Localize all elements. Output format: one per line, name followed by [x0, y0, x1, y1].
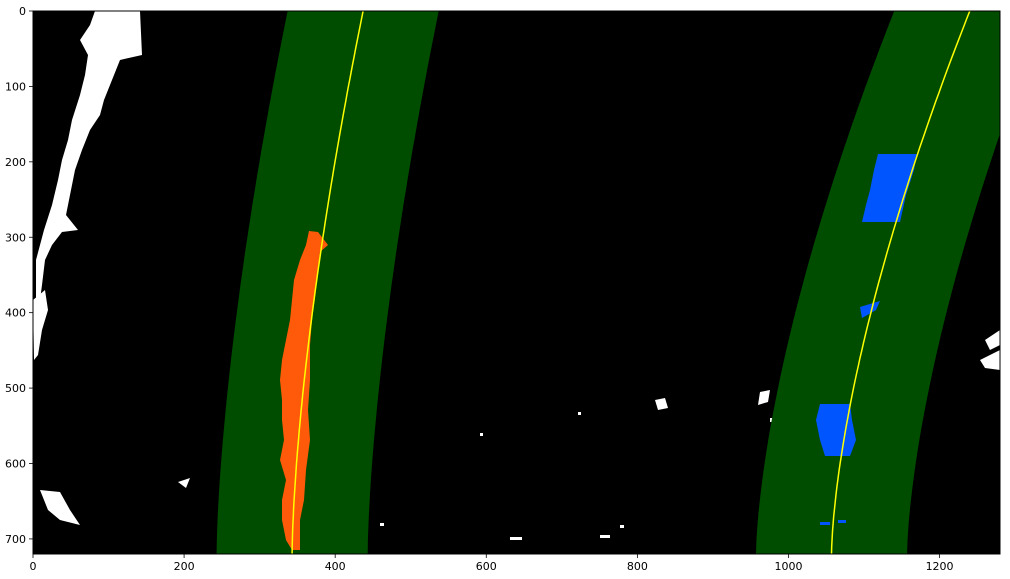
y-tick-label: 300 [5, 231, 26, 244]
plot-frame [32, 10, 1001, 555]
x-axis: 0 200 400 600 800 1000 1200 [30, 554, 954, 573]
y-tick-label: 0 [19, 5, 26, 18]
y-tick-label: 200 [5, 156, 26, 169]
left-lane-fit-line [291, 11, 364, 554]
y-tick-label: 400 [5, 307, 26, 320]
y-axis: 0 100 200 300 400 500 600 700 [5, 5, 33, 546]
right-lane-pixels [816, 154, 917, 525]
x-tick-label: 0 [30, 560, 37, 573]
plot-area [33, 11, 1000, 554]
x-tick-label: 1000 [774, 560, 802, 573]
y-tick-label: 700 [5, 533, 26, 546]
x-tick-label: 800 [627, 560, 648, 573]
y-tick-label: 600 [5, 458, 26, 471]
x-tick-label: 600 [476, 560, 497, 573]
left-lane-pixels [280, 231, 328, 550]
x-tick-label: 1200 [926, 560, 954, 573]
left-lane-band [216, 11, 439, 554]
y-tick-label: 100 [5, 80, 26, 93]
x-tick-label: 200 [174, 560, 195, 573]
y-tick-label: 500 [5, 382, 26, 395]
right-lane-fit-line [830, 11, 971, 554]
x-tick-label: 400 [325, 560, 346, 573]
